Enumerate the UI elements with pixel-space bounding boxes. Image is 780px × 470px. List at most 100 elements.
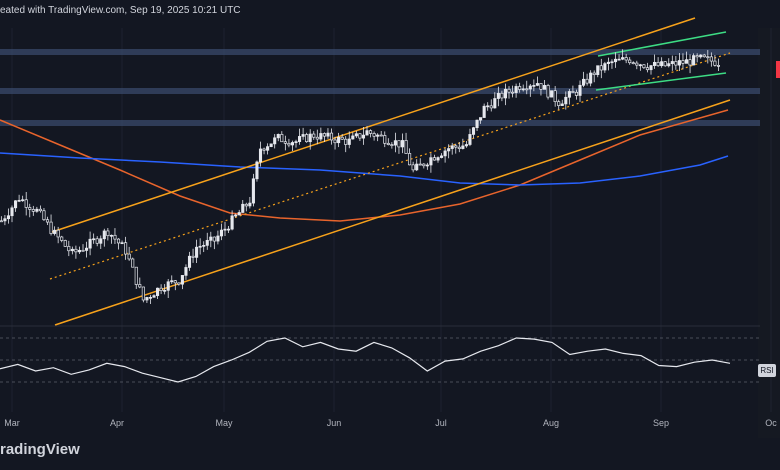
resistance-zone (0, 88, 760, 94)
candle-down (645, 67, 650, 71)
candle-up (365, 130, 369, 136)
candle-up (667, 63, 671, 67)
candle-up (468, 134, 472, 145)
candle-up (195, 246, 199, 258)
candle-up (294, 141, 298, 143)
wedge-lower (595, 72, 727, 91)
candle-down (134, 266, 138, 285)
candle-down (624, 57, 628, 61)
candle-up (486, 105, 490, 108)
candle-up (450, 145, 454, 149)
candle-down (191, 255, 195, 258)
candle-up (621, 57, 625, 60)
grid (11, 28, 772, 412)
chart-header: eated with TradingView.com, Sep 19, 2025… (0, 5, 241, 16)
candle-down (344, 138, 348, 145)
candle-up (475, 119, 479, 129)
candle-up (684, 59, 689, 64)
candle-down (379, 134, 383, 137)
candle-up (692, 55, 696, 66)
candle-down (656, 61, 660, 67)
candle-down (411, 164, 415, 171)
candle-down (113, 234, 117, 240)
candle-up (638, 64, 642, 67)
candle-up (660, 61, 664, 67)
candle-down (716, 65, 721, 67)
candle-down (681, 60, 685, 64)
price-axis[interactable] (758, 28, 780, 438)
candle-down (280, 134, 284, 143)
candle-down (511, 91, 515, 94)
x-tick-label: Aug (543, 418, 559, 428)
candle-up (471, 127, 476, 135)
candle-down (42, 210, 46, 221)
candle-down (287, 142, 291, 146)
candle-down (173, 280, 177, 284)
candle-up (184, 267, 188, 276)
candle-up (542, 85, 547, 90)
candle-up (120, 242, 124, 245)
candle-up (290, 142, 295, 146)
candle-down (404, 140, 408, 154)
x-tick-label: Sep (653, 418, 669, 428)
candle-down (333, 139, 337, 144)
wedge-upper (597, 31, 727, 57)
candle-up (152, 295, 156, 298)
candle-up (479, 117, 483, 121)
candle-up (347, 138, 351, 145)
price-channel (49, 17, 731, 326)
candle-down (713, 60, 717, 66)
candle-up (145, 297, 149, 301)
candle-up (202, 245, 206, 247)
candle-up (85, 247, 89, 251)
last-price-marker (776, 61, 780, 78)
candle-up (209, 236, 213, 241)
candle-up (187, 255, 192, 268)
candle-up (10, 207, 14, 217)
candle-down (106, 230, 110, 236)
candle-down (244, 203, 248, 207)
candle-down (283, 141, 287, 144)
candle-up (266, 146, 270, 151)
channel-midline (49, 52, 731, 280)
candle-up (351, 135, 355, 140)
candle-up (248, 202, 252, 207)
candle-down (31, 209, 35, 212)
candle-up (234, 214, 238, 217)
candle-up (237, 212, 241, 216)
candle-down (706, 56, 710, 59)
candle-down (358, 133, 362, 139)
candle-up (216, 235, 220, 242)
candle-down (24, 199, 28, 208)
candle-down (212, 236, 216, 242)
candle-down (38, 208, 42, 212)
candle-up (535, 83, 539, 86)
candle-up (560, 103, 564, 106)
candle-up (361, 134, 366, 139)
candle-up (564, 96, 568, 105)
candle-down (695, 55, 699, 58)
candle-down (95, 238, 99, 244)
candle-down (372, 133, 376, 137)
candle-down (457, 146, 461, 149)
candle-up (436, 157, 440, 161)
candle-down (599, 65, 603, 71)
candle-up (493, 98, 497, 109)
candle-up (77, 249, 82, 253)
candle-down (74, 248, 78, 253)
candle-down (262, 148, 266, 151)
x-tick-label: Mar (4, 418, 20, 428)
candle-up (649, 65, 653, 71)
candle-up (205, 240, 209, 246)
candle-down (489, 105, 493, 109)
candle-down (553, 90, 557, 102)
candle-down (177, 282, 181, 285)
candle-up (308, 133, 312, 143)
x-tick-label: May (215, 418, 233, 428)
candle-up (251, 178, 255, 204)
candle-up (198, 245, 202, 248)
candle-up (514, 86, 518, 93)
candle-down (500, 92, 504, 99)
candle-down (507, 88, 511, 93)
